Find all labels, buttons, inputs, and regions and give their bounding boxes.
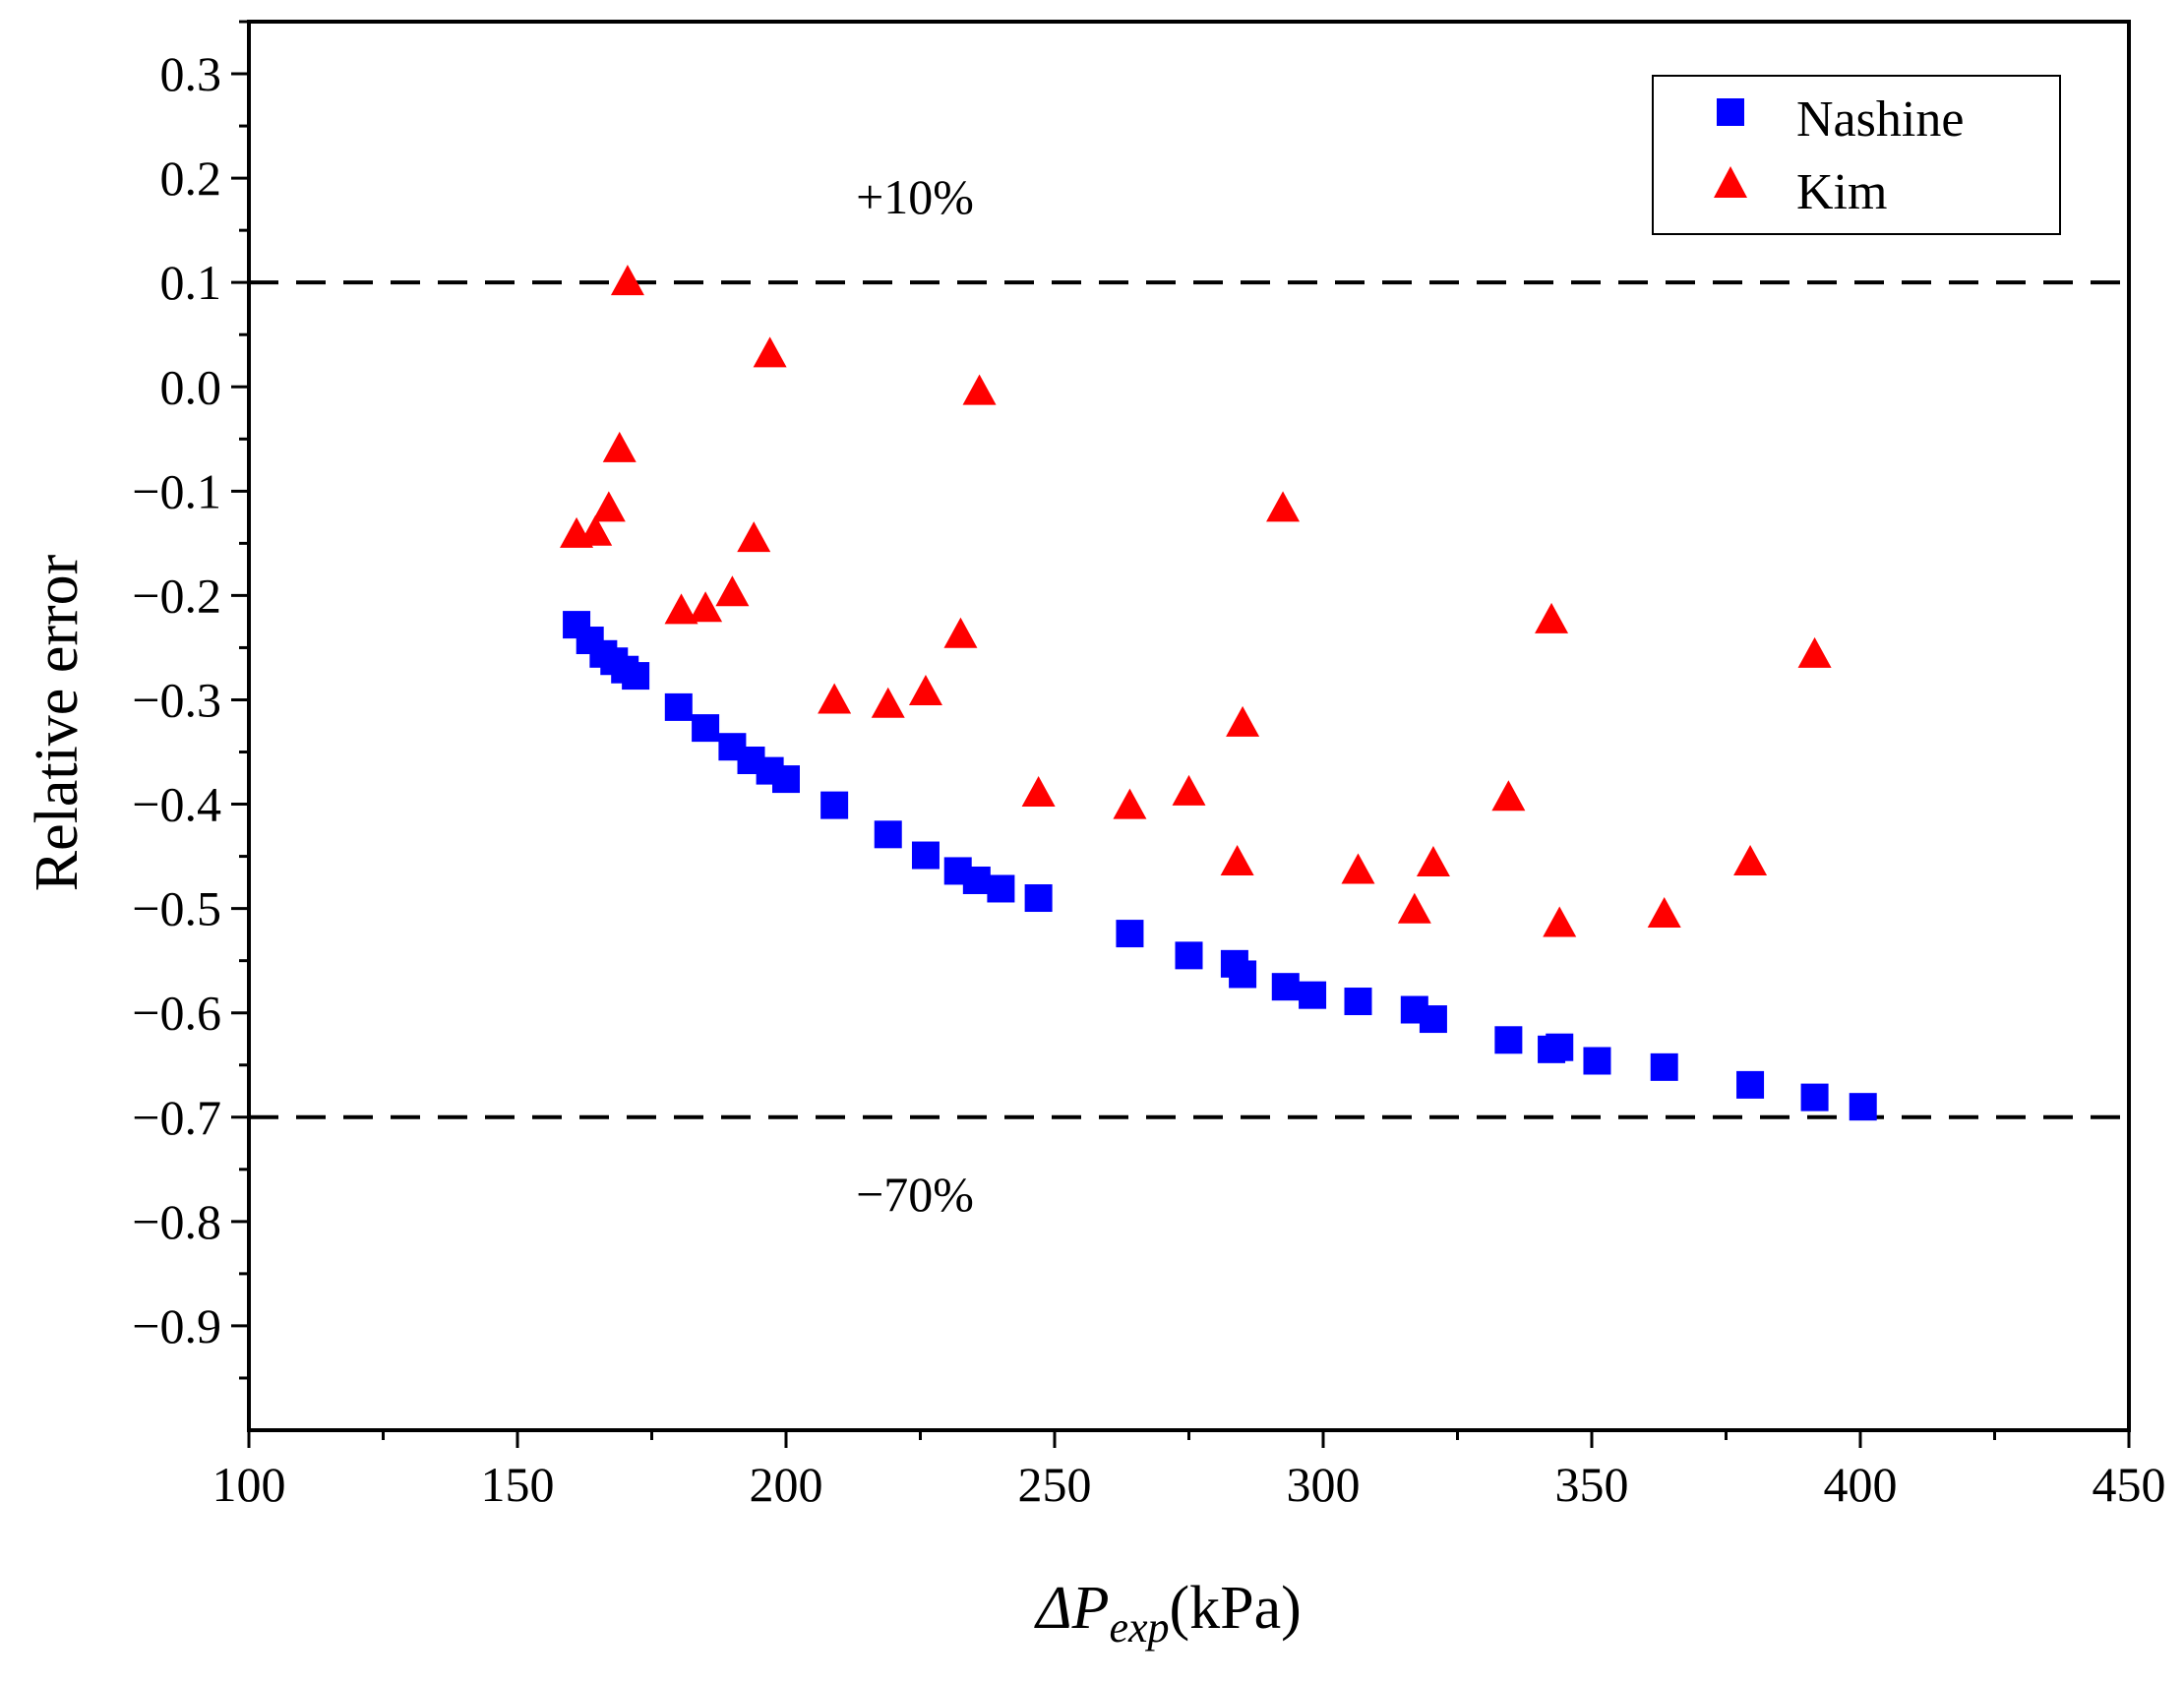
x-axis-title: ΔPexp(kPa): [1033, 1575, 1302, 1652]
y-tick-label: 0.3: [160, 46, 222, 101]
x-axis: 100 150 200 250 300 350 400 450: [212, 1430, 2166, 1512]
data-point: [1543, 906, 1577, 937]
reference-lines: +10% −70%: [249, 169, 2129, 1222]
data-point: [1733, 844, 1768, 875]
data-point: [578, 514, 613, 546]
data-point: [1021, 775, 1056, 807]
x-axis-title-subscript: exp: [1109, 1603, 1169, 1652]
data-point: [1797, 636, 1832, 668]
data-point: [1416, 846, 1450, 877]
data-point: [1546, 1033, 1574, 1061]
data-point: [1113, 788, 1147, 819]
data-point: [1535, 602, 1569, 633]
series-kim: [560, 265, 1832, 937]
data-point: [1271, 973, 1300, 1001]
y-tick-label: −0.9: [132, 1298, 221, 1353]
data-point: [1849, 1093, 1877, 1121]
y-tick-label: −0.4: [132, 777, 221, 832]
data-point: [1175, 941, 1203, 970]
data-point: [602, 431, 637, 462]
reference-line-label: −70%: [856, 1167, 974, 1222]
legend: Nashine Kim: [1652, 75, 2061, 235]
y-tick-label: −0.1: [132, 463, 221, 518]
data-point: [908, 675, 942, 706]
y-tick-label: −0.8: [132, 1194, 221, 1249]
data-point: [1172, 774, 1206, 806]
legend-label-nashine: Nashine: [1796, 91, 1964, 148]
y-tick-label: −0.7: [132, 1090, 221, 1145]
data-point: [911, 841, 940, 870]
y-tick-label: −0.5: [132, 881, 221, 936]
data-point: [689, 591, 723, 623]
y-tick-label: 0.1: [160, 255, 222, 310]
data-point: [1220, 844, 1254, 875]
data-point: [1226, 705, 1260, 737]
data-point: [1024, 884, 1053, 913]
x-tick-label: 200: [750, 1457, 823, 1512]
data-point: [871, 687, 905, 718]
data-point: [1650, 1052, 1678, 1081]
data-point: [1583, 1047, 1611, 1075]
legend-marker-nashine: [1717, 98, 1744, 126]
data-point: [1341, 853, 1375, 884]
x-axis-title-suffix: (kPa): [1170, 1575, 1302, 1642]
data-point: [1266, 491, 1301, 522]
data-point: [715, 575, 750, 607]
y-tick-label: −0.2: [132, 568, 221, 623]
data-point: [622, 662, 650, 691]
x-tick-label: 400: [1824, 1457, 1898, 1512]
data-point: [664, 593, 698, 625]
data-point: [820, 791, 849, 819]
x-tick-label: 450: [2093, 1457, 2166, 1512]
data-point: [1419, 1005, 1447, 1034]
data-point: [664, 692, 693, 721]
y-axis-title: Relative error: [24, 554, 91, 891]
data-point: [874, 820, 902, 849]
y-axis: 0.3 0.2 0.1 0.0 −0.1 −0.2 −0.3 −0.4 −0.5 −0.6 −0.7…: [132, 20, 249, 1380]
data-point: [1116, 920, 1144, 948]
data-point: [591, 491, 626, 522]
data-point: [962, 866, 991, 894]
data-point: [987, 874, 1015, 903]
y-tick-label: −0.3: [132, 672, 221, 727]
data-point: [772, 765, 800, 794]
data-point: [1299, 981, 1327, 1009]
x-axis-title-prefix: ΔP: [1033, 1575, 1109, 1642]
data-point: [1491, 780, 1526, 811]
series-nashine: [563, 611, 1877, 1121]
data-point: [1344, 988, 1372, 1016]
data-point: [1229, 960, 1257, 989]
data-point: [1647, 896, 1681, 928]
data-point: [610, 265, 644, 296]
data-point: [818, 683, 852, 714]
x-tick-label: 250: [1018, 1457, 1092, 1512]
y-tick-label: 0.2: [160, 150, 222, 206]
data-point: [943, 617, 978, 648]
data-point: [1736, 1070, 1765, 1099]
data-point: [1494, 1026, 1523, 1054]
data-point: [753, 336, 787, 368]
legend-label-kim: Kim: [1796, 164, 1887, 220]
reference-line-label: +10%: [856, 169, 974, 224]
y-tick-label: −0.6: [132, 986, 221, 1041]
x-tick-label: 100: [212, 1457, 286, 1512]
data-markers: [560, 265, 1877, 1121]
data-point: [962, 374, 997, 405]
x-tick-label: 150: [481, 1457, 555, 1512]
data-point: [692, 714, 720, 743]
x-tick-label: 350: [1555, 1457, 1629, 1512]
data-point: [1800, 1083, 1829, 1112]
y-tick-label: 0.0: [160, 359, 222, 414]
x-tick-label: 300: [1287, 1457, 1361, 1512]
data-point: [737, 521, 771, 553]
legend-marker-kim: [1714, 166, 1747, 198]
data-point: [1397, 892, 1431, 924]
